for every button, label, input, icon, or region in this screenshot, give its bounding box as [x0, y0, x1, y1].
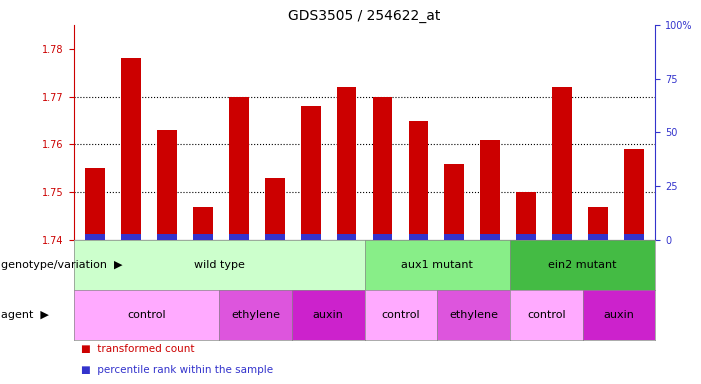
Text: ■  percentile rank within the sample: ■ percentile rank within the sample: [81, 365, 273, 375]
Text: auxin: auxin: [313, 310, 343, 320]
Bar: [86, 168, 105, 240]
Text: aux1 mutant: aux1 mutant: [401, 260, 473, 270]
Text: ■  transformed count: ■ transformed count: [81, 344, 194, 354]
Text: control: control: [381, 310, 420, 320]
Bar: [301, 106, 320, 240]
Bar: [480, 234, 500, 240]
Text: genotype/variation  ▶: genotype/variation ▶: [1, 260, 122, 270]
Text: control: control: [527, 310, 566, 320]
Bar: [229, 234, 249, 240]
Bar: [265, 178, 285, 240]
Bar: [444, 164, 464, 240]
Bar: [121, 234, 141, 240]
Bar: [552, 234, 572, 240]
Bar: [516, 192, 536, 240]
Bar: [373, 234, 393, 240]
Bar: [409, 234, 428, 240]
Bar: [157, 234, 177, 240]
Bar: [121, 58, 141, 240]
Bar: [373, 97, 393, 240]
Bar: [588, 207, 608, 240]
Bar: [552, 87, 572, 240]
Bar: [336, 234, 356, 240]
Text: control: control: [127, 310, 165, 320]
Bar: [229, 97, 249, 240]
Bar: [480, 140, 500, 240]
Bar: [157, 130, 177, 240]
Bar: [409, 121, 428, 240]
Bar: [624, 149, 644, 240]
Text: agent  ▶: agent ▶: [1, 310, 48, 320]
Bar: [624, 234, 644, 240]
Bar: [301, 234, 320, 240]
Title: GDS3505 / 254622_at: GDS3505 / 254622_at: [288, 8, 441, 23]
Bar: [74, 240, 655, 384]
Bar: [516, 234, 536, 240]
Bar: [193, 207, 213, 240]
Text: ein2 mutant: ein2 mutant: [548, 260, 617, 270]
Text: wild type: wild type: [193, 260, 245, 270]
Text: ethylene: ethylene: [449, 310, 498, 320]
Text: auxin: auxin: [604, 310, 634, 320]
Bar: [336, 87, 356, 240]
Bar: [193, 234, 213, 240]
Bar: [265, 234, 285, 240]
Bar: [444, 234, 464, 240]
Bar: [86, 234, 105, 240]
Bar: [588, 234, 608, 240]
Text: ethylene: ethylene: [231, 310, 280, 320]
